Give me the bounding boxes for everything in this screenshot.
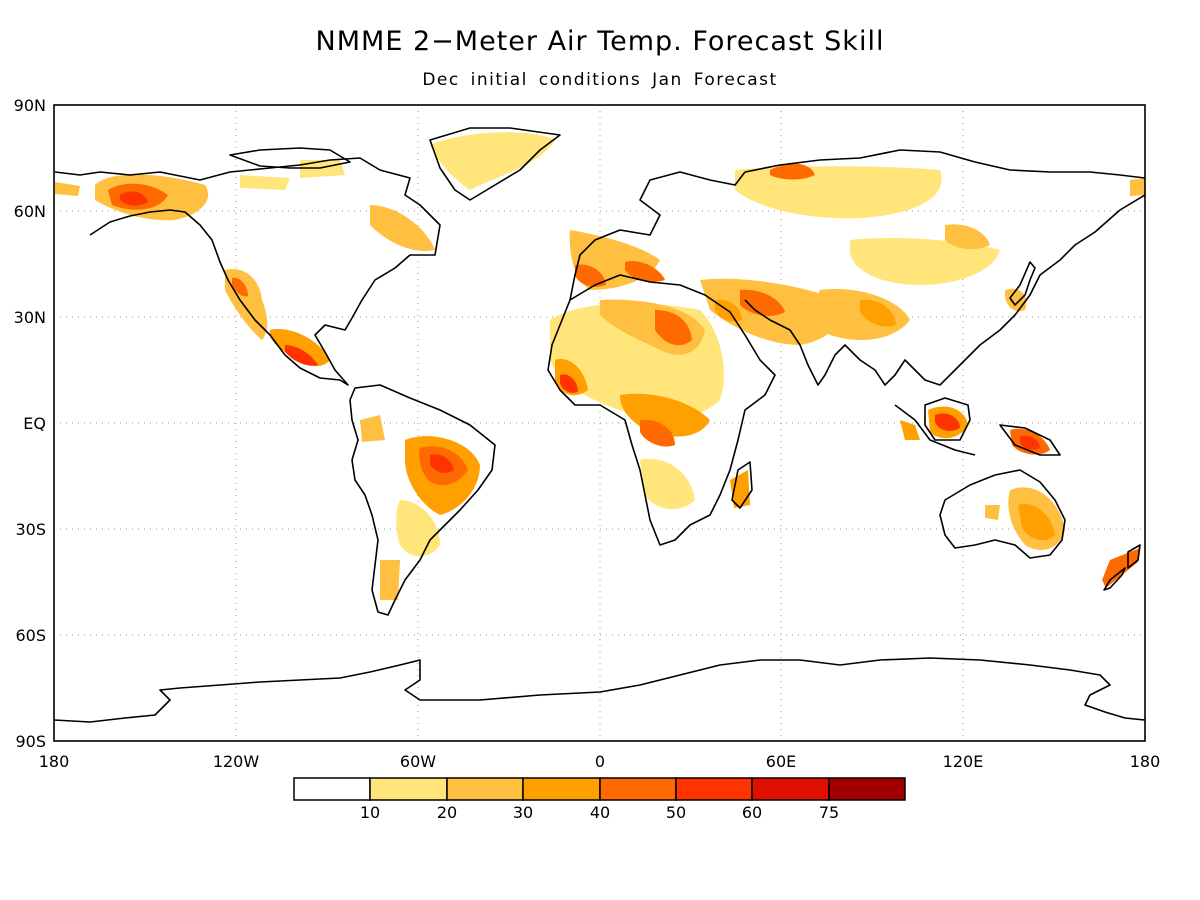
colorbar-swatch-2 <box>446 777 524 801</box>
colorbar-swatch-1 <box>369 777 448 801</box>
map-plot-area <box>53 104 1146 742</box>
lon-tick-label: 0 <box>595 752 605 771</box>
lat-axis: 90N 60N 30N EQ 30S 60S 90S <box>14 96 46 751</box>
colorbar-label: 10 <box>360 803 380 822</box>
map-subtitle: Dec initial conditions Jan Forecast <box>422 70 778 90</box>
colorbar-label: 20 <box>437 803 457 822</box>
colorbar-label: 50 <box>666 803 686 822</box>
colorbar-label: 60 <box>742 803 762 822</box>
colorbar-label: 40 <box>590 803 610 822</box>
lat-tick-label: 60N <box>14 202 46 221</box>
colorbar-swatch-6 <box>751 777 830 801</box>
lat-tick-label: 30S <box>15 520 46 539</box>
map-frame <box>53 104 1146 742</box>
colorbar-swatch-5 <box>675 777 753 801</box>
lat-tick-label: 90N <box>14 96 46 115</box>
lat-tick-label: EQ <box>23 414 46 433</box>
colorbar-label: 75 <box>819 803 839 822</box>
colorbar-swatch-4 <box>599 777 677 801</box>
colorbar: 10 20 30 40 50 60 75 <box>293 777 906 822</box>
region-mexico <box>269 329 330 367</box>
lon-tick-label: 120E <box>943 752 984 771</box>
lon-tick-label: 60W <box>400 752 436 771</box>
lat-tick-label: 60S <box>15 626 46 645</box>
colorbar-swatch-7 <box>828 777 906 801</box>
colorbar-swatch-3 <box>522 777 601 801</box>
lon-tick-label: 120W <box>213 752 260 771</box>
lon-axis: 180 120W 60W 0 60E 120E 180 <box>39 752 1161 771</box>
lon-tick-label: 180 <box>1130 752 1161 771</box>
colorbar-label: 30 <box>513 803 533 822</box>
map-title: NMME 2−Meter Air Temp. Forecast Skill <box>315 26 885 57</box>
lon-tick-label: 60E <box>766 752 796 771</box>
lat-tick-label: 90S <box>15 732 46 751</box>
lon-tick-label: 180 <box>39 752 70 771</box>
coastlines <box>53 127 1146 723</box>
colorbar-swatch-0 <box>293 777 371 801</box>
lat-tick-label: 30N <box>14 308 46 327</box>
